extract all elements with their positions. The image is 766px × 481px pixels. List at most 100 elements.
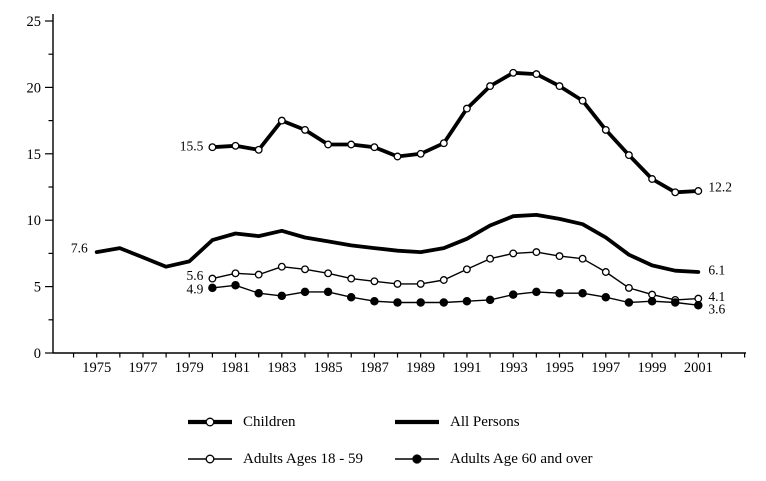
series-adults-18-59-marker: [578, 254, 587, 263]
children-line-swatch-icon: [188, 417, 232, 427]
series-adults-18-59-marker: [601, 268, 610, 276]
x-tick-label: 1975: [82, 360, 111, 376]
series-children-marker: [648, 175, 657, 183]
legend-item-all-persons: All Persons: [393, 413, 592, 431]
adults-60-over-line-swatch-icon: [395, 454, 439, 464]
series-adults-60-over-marker: [647, 296, 657, 306]
legend-label-all-persons: All Persons: [450, 414, 520, 430]
series-adults-18-59-marker: [301, 265, 309, 274]
series-adults-18-59-start-value-label: 5.6: [187, 268, 204, 283]
series-children-marker: [578, 96, 587, 105]
series-children-marker: [301, 125, 309, 134]
x-tick-label: 1979: [175, 360, 204, 376]
legend-item-children: Children: [186, 413, 393, 431]
series-adults-60-over-marker: [346, 292, 356, 302]
series-adults-18-59-marker: [231, 269, 240, 278]
series-adults-18-59-marker: [555, 252, 564, 261]
series-all-persons-start-value-label: 7.6: [71, 241, 88, 256]
series-adults-60-over-marker: [578, 288, 587, 298]
series-children-marker: [624, 151, 633, 160]
series-adults-18-59-marker: [694, 294, 703, 303]
series-children-marker: [277, 116, 286, 125]
x-tick-label: 1977: [128, 360, 157, 376]
series-adults-60-over-marker: [532, 287, 541, 297]
series-adults-60-over-marker: [254, 288, 263, 298]
series-adults-18-59-marker: [347, 274, 356, 283]
series-adults-60-over-line: [211, 284, 699, 306]
chart-canvas: 0 5 10 15 20 25 1975 1977 1979 1981 1983 1985 1987 19…: [27, 14, 746, 376]
series-children-start-value-label: 15.5: [180, 139, 204, 154]
series-children-marker: [601, 125, 610, 134]
legend-swatch-marker: [205, 454, 215, 464]
y-tick-label: 25: [27, 14, 42, 30]
series-adults-18-59-marker: [370, 277, 379, 286]
x-tick-label: 1983: [267, 360, 296, 376]
series-all-persons-line: [94, 212, 701, 274]
series-adults-60-over-marker: [208, 283, 217, 293]
series-adults-60-over-start-value-label: 4.9: [187, 281, 204, 296]
x-tick-label: 1985: [314, 360, 343, 376]
series-adults-18-59-end-value-label: 4.1: [708, 289, 725, 304]
series-children-marker: [416, 149, 425, 158]
series-adults-60-over-marker: [694, 300, 703, 310]
x-tick-label: 2001: [684, 360, 713, 376]
series-adults-60-over-marker: [370, 296, 379, 306]
legend-swatch-marker: [412, 454, 422, 464]
series-children-marker: [555, 82, 564, 91]
series-children-marker: [231, 141, 240, 150]
series-adults-60-over-marker: [670, 298, 680, 307]
adults-18-59-line-swatch-icon: [188, 454, 232, 464]
series-adults-60-over-marker: [485, 295, 495, 305]
series-adults-60-over-marker: [601, 292, 611, 302]
x-tick-label: 1981: [221, 360, 250, 376]
series-adults-18-59-marker: [532, 248, 541, 257]
series-adults-18-59-marker: [439, 276, 448, 284]
x-tick-label: 1999: [638, 360, 667, 376]
series-children-marker: [694, 187, 703, 195]
chart-legend: Children All Persons Adults Ages 18 - 59…: [186, 413, 592, 468]
series-children-marker: [370, 143, 379, 152]
y-tick-label: 20: [27, 80, 42, 96]
series-children-marker: [347, 140, 356, 149]
series-adults-60-over-marker: [300, 287, 310, 297]
series-children-marker: [486, 82, 495, 91]
series-children-marker: [532, 70, 541, 79]
legend-label-adults-60-over: Adults Age 60 and over: [450, 451, 593, 467]
series-adults-60-over-marker: [393, 298, 402, 307]
series-adults-18-59-marker: [393, 279, 402, 288]
legend-item-adults-60-over: Adults Age 60 and over: [393, 450, 592, 468]
series-adults-60-over-marker: [624, 298, 634, 307]
x-tick-label: 1991: [452, 360, 481, 376]
series-children-marker: [324, 140, 333, 149]
series-adults-18-59-marker: [486, 254, 495, 263]
series-adults-60-over-marker: [277, 291, 287, 301]
x-tick-label: 1987: [360, 360, 389, 376]
series-adults-60-over-marker: [439, 298, 449, 307]
series-adults-60-over-marker: [508, 290, 518, 299]
series-adults-18-59-marker: [462, 265, 471, 274]
legend-swatch-marker: [205, 417, 215, 427]
series-children-marker: [208, 143, 217, 152]
series-adults-18-59-marker: [416, 279, 425, 288]
x-tick-label: 1993: [499, 360, 528, 376]
y-tick-label: 5: [34, 280, 41, 296]
x-tick-label: 1989: [406, 360, 435, 376]
series-adults-60-over-marker: [416, 298, 425, 307]
series-children-end-value-label: 12.2: [708, 179, 732, 194]
series-adults-60-over-marker: [323, 287, 333, 297]
series-all-persons-end-value-label: 6.1: [708, 262, 725, 277]
legend-label-adults-18-59: Adults Ages 18 - 59: [243, 451, 363, 467]
series-adults-60-over-marker: [231, 281, 240, 290]
legend-item-adults-18-59: Adults Ages 18 - 59: [186, 450, 393, 468]
series-children-marker: [462, 104, 471, 113]
series-children-marker: [509, 68, 518, 77]
legend-label-children: Children: [243, 414, 296, 430]
y-tick-label: 10: [27, 213, 42, 229]
series-children-line: [210, 70, 701, 195]
series-adults-18-59-marker: [324, 269, 333, 278]
series-children-marker: [254, 145, 263, 154]
series-adults-60-over-marker: [462, 296, 472, 306]
series-children-marker: [671, 188, 680, 197]
series-adults-60-over-marker: [555, 288, 564, 298]
